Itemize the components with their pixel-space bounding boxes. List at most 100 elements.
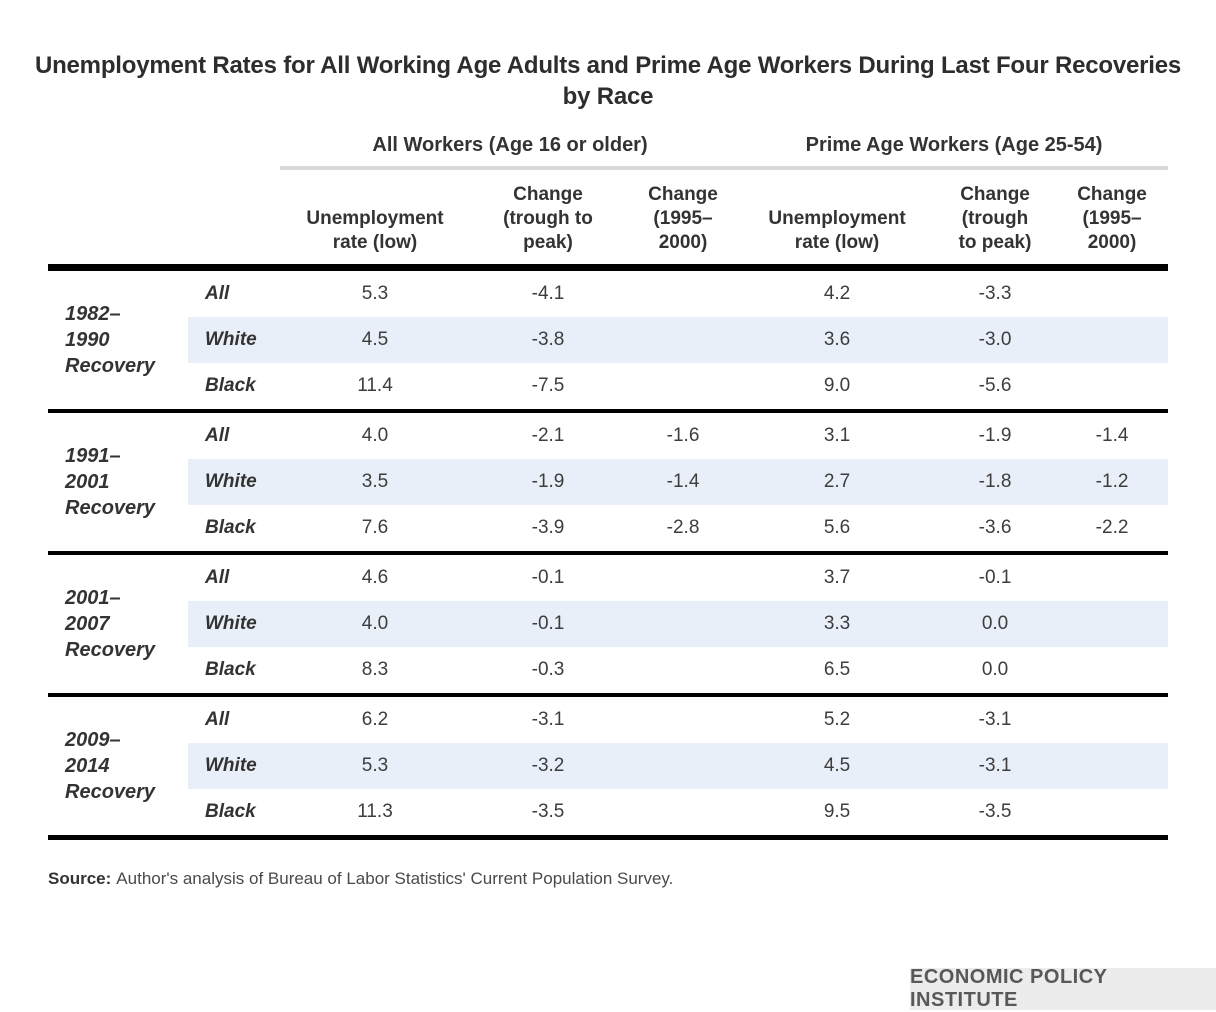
column-group-prime-age: Prime Age Workers (Age 25-54): [740, 134, 1169, 170]
column-group-all-workers: All Workers (Age 16 or older): [280, 134, 741, 170]
source-note: Source: Author's analysis of Bureau of La…: [48, 869, 1216, 889]
table-row: Black 7.6 -3.9 -2.8 5.6 -3.6 -2.2: [48, 505, 1168, 553]
value-cell: -3.5: [531, 801, 565, 822]
sub-header-row: Unemployment rate (low) Change (trough t…: [48, 168, 1168, 268]
value-cell: 3.3: [823, 613, 851, 634]
value-cell: -1.4: [1095, 425, 1129, 446]
value-cell: [1056, 317, 1168, 363]
source-label: Source:: [48, 869, 112, 888]
value-cell: 5.3: [361, 283, 389, 304]
value-cell: -3.3: [978, 283, 1012, 304]
value-cell: 4.5: [361, 329, 389, 350]
value-cell: 4.0: [361, 425, 389, 446]
value-cell: 11.4: [357, 375, 393, 396]
value-cell: 4.0: [361, 613, 389, 634]
value-cell: 6.5: [823, 659, 851, 680]
value-cell: -3.1: [978, 755, 1012, 776]
value-cell: 9.0: [823, 375, 851, 396]
table-header: All Workers (Age 16 or older) Prime Age …: [48, 134, 1169, 268]
value-cell: -3.9: [531, 517, 565, 538]
recovery-group-2009-2014: 2009– 2014 Recovery All 6.2 -3.1 5.2 -3.…: [48, 695, 1169, 838]
value-cell: 3.1: [823, 425, 851, 446]
value-cell: [626, 553, 740, 601]
period-label: 1991– 2001 Recovery: [65, 445, 156, 519]
value-cell: -1.6: [666, 425, 700, 446]
value-cell: 0.0: [981, 613, 1009, 634]
value-cell: 6.2: [361, 709, 389, 730]
value-cell: [626, 601, 740, 647]
value-cell: -2.1: [531, 425, 565, 446]
column-header-change-trough-peak-prime: Change (trough to peak): [958, 184, 1032, 253]
epi-logo: ECONOMIC POLICY INSTITUTE: [910, 966, 1216, 1011]
value-cell: [1056, 743, 1168, 789]
race-label: White: [205, 471, 257, 492]
recovery-group-2001-2007: 2001– 2007 Recovery All 4.6 -0.1 3.7 -0.…: [48, 553, 1169, 695]
value-cell: [626, 789, 740, 838]
race-label: All: [205, 425, 230, 446]
race-label: All: [205, 567, 230, 588]
value-cell: 5.2: [823, 709, 851, 730]
value-cell: -1.2: [1095, 471, 1129, 492]
period-label: 2001– 2007 Recovery: [65, 587, 156, 661]
value-cell: -3.8: [531, 329, 565, 350]
value-cell: 11.3: [357, 801, 393, 822]
table-row: 2001– 2007 Recovery All 4.6 -0.1 3.7 -0.…: [48, 553, 1168, 661]
table-row: 1991– 2001 Recovery All 4.0 -2.1 -1.6 3.…: [48, 411, 1168, 519]
value-cell: -2.2: [1095, 517, 1129, 538]
value-cell: [626, 363, 740, 411]
table-row-highlighted: White 4.0 -0.1 3.3 0.0: [48, 601, 1169, 647]
value-cell: 7.6: [361, 517, 389, 538]
race-label: Black: [205, 375, 256, 396]
table-row: Black 11.4 -7.5 9.0 -5.6: [48, 363, 1168, 411]
column-header-unemployment-rate-all: Unemployment rate (low): [306, 208, 444, 253]
column-header-change-trough-peak-all: Change (trough to peak): [503, 184, 593, 253]
value-cell: [1056, 601, 1168, 647]
epi-logo-text: ECONOMIC POLICY INSTITUTE: [910, 966, 1108, 1011]
value-cell: 4.6: [361, 567, 389, 588]
value-cell: 9.5: [823, 801, 851, 822]
race-label: Black: [205, 801, 256, 822]
value-cell: [1056, 647, 1168, 695]
value-cell: -3.1: [531, 709, 565, 730]
value-cell: -7.5: [531, 375, 565, 396]
value-cell: -0.1: [531, 567, 565, 588]
column-header-change-1995-2000-all: Change (1995– 2000): [648, 184, 718, 253]
table-row: 1982– 1990 Recovery All 5.3 -4.1 4.2 -3.…: [48, 268, 1168, 377]
value-cell: 4.2: [823, 283, 851, 304]
corner-spacer: [48, 134, 280, 168]
value-cell: [626, 268, 740, 318]
value-cell: -1.8: [978, 471, 1012, 492]
value-cell: -3.2: [531, 755, 565, 776]
table-row: Black 8.3 -0.3 6.5 0.0: [48, 647, 1168, 695]
value-cell: [1056, 553, 1168, 601]
period-label: 1982– 1990 Recovery: [65, 303, 156, 377]
unemployment-table: All Workers (Age 16 or older) Prime Age …: [48, 134, 1169, 840]
race-label: White: [205, 329, 257, 350]
recovery-group-1982-1990: 1982– 1990 Recovery All 5.3 -4.1 4.2 -3.…: [48, 268, 1169, 412]
race-label: All: [205, 283, 230, 304]
period-label: 2009– 2014 Recovery: [65, 729, 156, 803]
value-cell: -1.9: [531, 471, 565, 492]
race-label: Black: [205, 517, 256, 538]
group-header-row: All Workers (Age 16 or older) Prime Age …: [48, 134, 1169, 170]
race-label: All: [205, 709, 230, 730]
column-header-unemployment-rate-prime: Unemployment rate (low): [768, 208, 906, 253]
value-cell: -5.6: [978, 375, 1012, 396]
value-cell: 0.0: [981, 659, 1009, 680]
table-row-highlighted: White 5.3 -3.2 4.5 -3.1: [48, 743, 1169, 789]
value-cell: -0.1: [531, 613, 565, 634]
value-cell: -2.8: [666, 517, 700, 538]
value-cell: [626, 695, 740, 743]
value-cell: -0.1: [978, 567, 1012, 588]
value-cell: [626, 317, 740, 363]
value-cell: 3.5: [361, 471, 389, 492]
race-label: White: [205, 613, 257, 634]
value-cell: 3.6: [823, 329, 851, 350]
recovery-group-1991-2001: 1991– 2001 Recovery All 4.0 -2.1 -1.6 3.…: [48, 411, 1169, 553]
value-cell: [626, 647, 740, 695]
table-row: 2009– 2014 Recovery All 6.2 -3.1 5.2 -3.…: [48, 695, 1168, 803]
table-row-highlighted: White 3.5 -1.9 -1.4 2.7 -1.8 -1.2: [48, 459, 1169, 505]
value-cell: 8.3: [361, 659, 389, 680]
page-title: Unemployment Rates for All Working Age A…: [34, 52, 1182, 110]
value-cell: -1.4: [666, 471, 700, 492]
